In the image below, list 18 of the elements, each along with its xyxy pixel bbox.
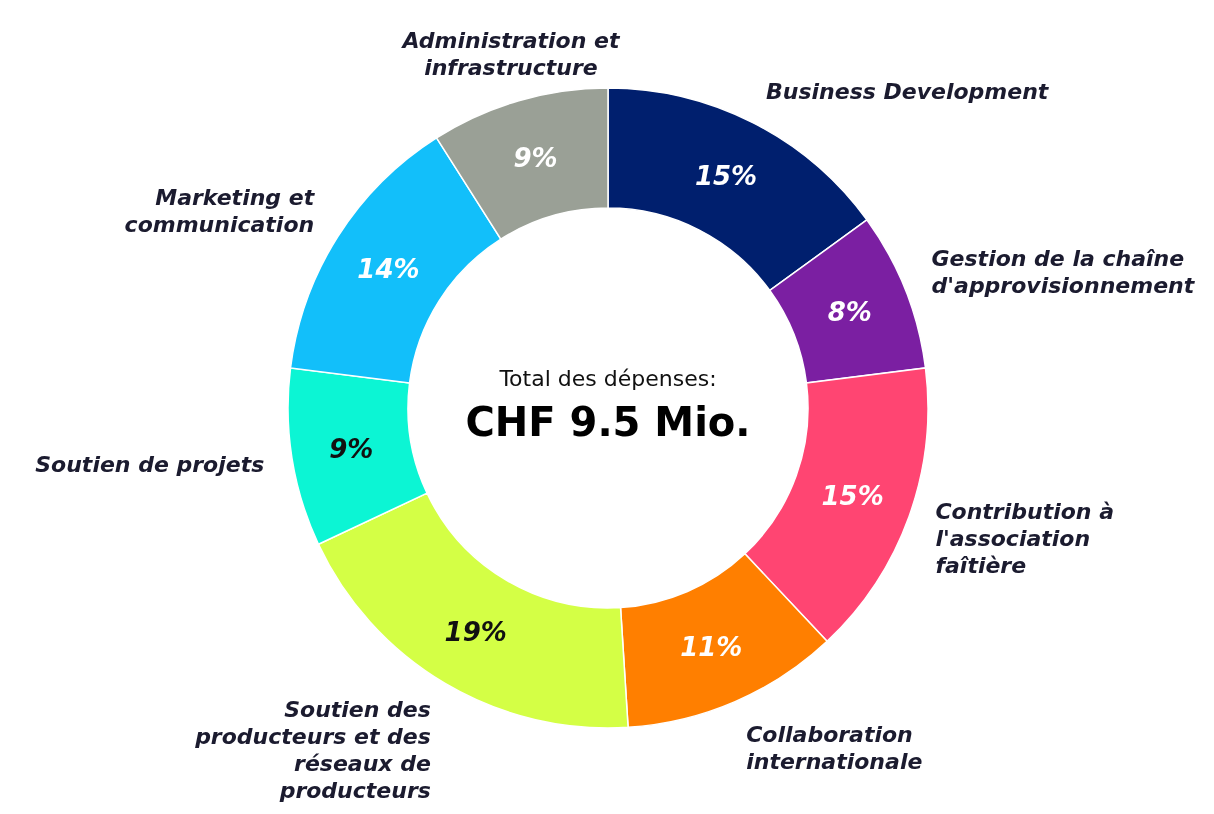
slice-label: Administration et infrastructure (400, 27, 621, 80)
data-label: 15% (694, 161, 758, 192)
text: CHF 9.5 Mio. (465, 399, 751, 445)
slice-label: Soutien des producteurs et des réseaux de producteurs (194, 696, 431, 803)
text: Total des dépenses: (498, 366, 717, 391)
slice-label: Soutien de projets (35, 451, 265, 477)
data-label: 19% (444, 616, 507, 647)
data-label: 8% (827, 297, 872, 328)
slice-label: Contribution à l'association faîtière (935, 498, 1114, 578)
data-label: 9% (329, 433, 374, 464)
data-label: 9% (513, 143, 558, 174)
data-label: 15% (821, 481, 884, 512)
data-label: 11% (680, 631, 743, 662)
slice-label: Business Development (765, 78, 1050, 104)
slice-label: Gestion de la chaîne d'approvisionnement (931, 246, 1196, 299)
slice-label: Marketing et communication (124, 184, 316, 237)
slice-label: Collaboration internationale (746, 721, 923, 774)
data-label: 14% (357, 253, 420, 284)
